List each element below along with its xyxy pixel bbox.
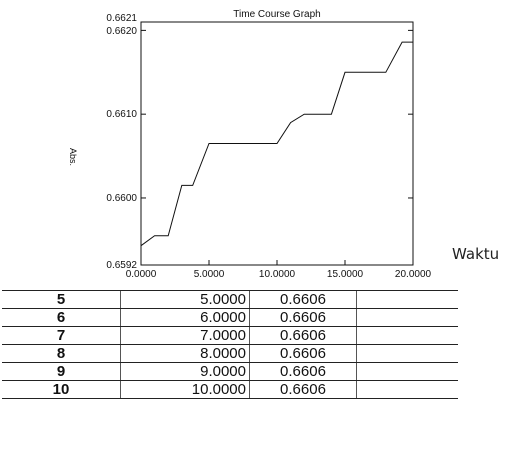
empty-cell [356,308,458,327]
table-row: 9 9.0000 0.6606 [2,362,458,381]
row-index-cell: 6 [2,308,121,327]
y-tick-label: 0.6620 [106,26,137,37]
empty-cell [356,326,458,345]
absorbance-cell: 0.6606 [249,326,357,345]
absorbance-cell: 0.6606 [249,290,357,309]
time-cell: 7.0000 [120,326,250,345]
row-index-cell: 9 [2,362,121,381]
empty-cell [356,290,458,309]
table-body: 5 5.0000 0.6606 6 6.0000 0.6606 7 7.0000 0.6606 8… [2,290,458,399]
empty-cell [356,344,458,363]
y-tick-label: 0.6610 [106,109,137,120]
table-row: 10 10.0000 0.6606 [2,380,458,399]
table-row: 6 6.0000 0.6606 [2,308,458,327]
time-cell: 6.0000 [120,308,250,327]
absorbance-cell: 0.6606 [249,344,357,363]
y-tick-label: 0.6592 [106,260,137,271]
time-cell: 8.0000 [120,344,250,363]
absorbance-cell: 0.6606 [249,380,357,399]
x-tick-label: 0.0000 [126,269,157,280]
row-index-cell: 10 [2,380,121,399]
chart-title: Time Course Graph [233,9,320,20]
table-row: 8 8.0000 0.6606 [2,344,458,363]
row-index-cell: 7 [2,326,121,345]
y-tick-label: 0.6600 [106,193,137,204]
x-tick-label: 5.0000 [194,269,225,280]
empty-cell [356,362,458,381]
data-table: 5 5.0000 0.6606 6 6.0000 0.6606 7 7.0000 0.6606 8… [2,290,458,399]
tick-labels: 0.0000 5.0000 10.0000 15.0000 20.0000 0.6592 0… [106,13,431,280]
table-row: 7 7.0000 0.6606 [2,326,458,345]
y-tick-label: 0.6621 [106,13,137,24]
absorbance-cell: 0.6606 [249,362,357,381]
x-tick-label: 10.0000 [259,269,296,280]
series-line-abs [140,41,413,247]
table-row: 5 5.0000 0.6606 [2,290,458,309]
absorbance-cell: 0.6606 [249,308,357,327]
time-cell: 5.0000 [120,290,250,309]
row-index-cell: 8 [2,344,121,363]
waktu-label: Waktu [452,245,500,263]
empty-cell [356,380,458,399]
y-axis-label: Abs. [68,148,78,166]
x-tick-label: 15.0000 [327,269,364,280]
x-tick-label: 20.0000 [395,269,432,280]
time-cell: 10.0000 [120,380,250,399]
time-course-chart: Time Course Graph Abs. 0.0000 5.0000 10.00… [68,9,432,280]
axis-ticks [140,29,414,265]
row-index-cell: 5 [2,290,121,309]
time-cell: 9.0000 [120,362,250,381]
